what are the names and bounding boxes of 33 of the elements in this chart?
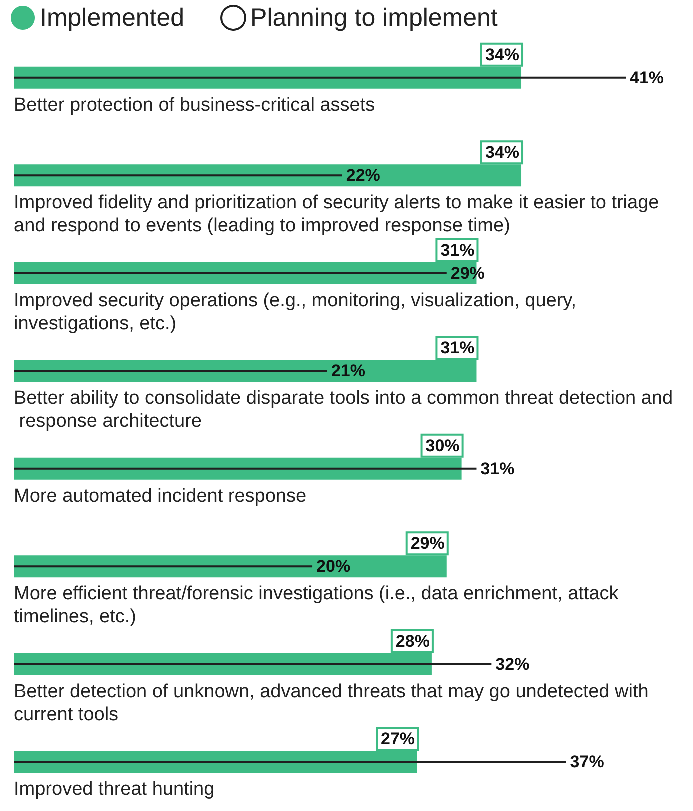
bar [14, 663, 492, 666]
legend-label: Implemented [40, 4, 185, 32]
data-label: 29% [410, 534, 445, 554]
y-tick-label: Better ability to consolidate disparate tools into a common threat detection and response architecture [14, 388, 674, 432]
data-label: 22% [346, 166, 380, 186]
y-tick-label: Improved fidelity and prioritization of security alerts to make it easier to triage and respond to events (leading to improved response time) [14, 192, 665, 237]
bar [14, 370, 328, 372]
y-tick-label: More efficient threat/forensic investigations (i.e., data enrichment, attack timelines, etc.) [14, 584, 624, 628]
data-label: 41% [630, 68, 664, 88]
data-label: 32% [496, 654, 530, 674]
data-label: 34% [485, 45, 520, 64]
data-label: 31% [440, 338, 475, 358]
data-label: 21% [331, 362, 366, 381]
bar [14, 566, 313, 568]
data-label: 30% [426, 436, 460, 456]
bar [14, 272, 447, 274]
y-tick-label: Improved security operations (e.g., monitoring, visualization, query, investigations, etc.) [14, 290, 582, 334]
bar [14, 761, 566, 764]
legend-label: Planning to implement [250, 4, 498, 32]
data-label: 37% [570, 752, 604, 772]
data-label: 34% [485, 143, 520, 162]
data-label: 28% [396, 632, 430, 651]
y-tick-label: Improved threat hunting [14, 779, 215, 800]
bar [14, 174, 342, 177]
data-label: 20% [316, 557, 351, 576]
data-label: 31% [480, 459, 515, 478]
data-label: 31% [440, 240, 475, 260]
data-label: 27% [380, 730, 416, 749]
y-tick-label: Better protection of business-critical assets [14, 94, 376, 116]
bar [14, 76, 626, 79]
y-tick-label: More automated incident response [14, 486, 307, 507]
bar [14, 468, 477, 470]
y-tick-label: Better detection of unknown, advanced threats that may go undetected with current tools [14, 681, 654, 726]
